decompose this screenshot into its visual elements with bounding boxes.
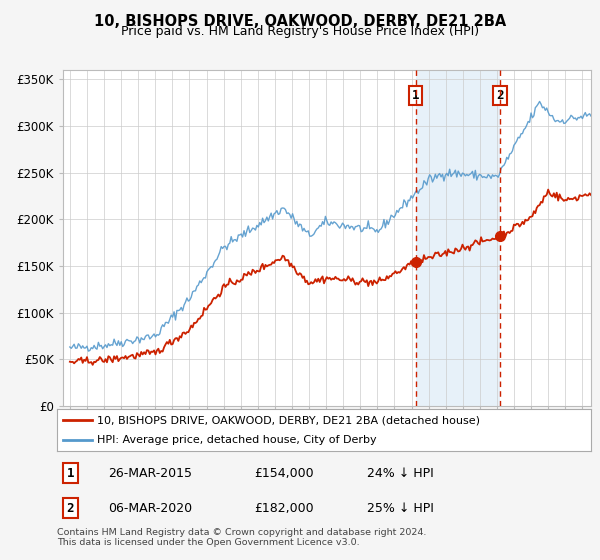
Text: Contains HM Land Registry data © Crown copyright and database right 2024.
This d: Contains HM Land Registry data © Crown c… <box>57 528 427 547</box>
Text: 26-MAR-2015: 26-MAR-2015 <box>108 466 192 480</box>
Text: HPI: Average price, detached house, City of Derby: HPI: Average price, detached house, City… <box>97 435 377 445</box>
Text: 06-MAR-2020: 06-MAR-2020 <box>108 502 192 515</box>
Text: 25% ↓ HPI: 25% ↓ HPI <box>367 502 434 515</box>
Text: 1: 1 <box>67 466 74 480</box>
Text: 2: 2 <box>496 88 504 102</box>
Bar <box>416 70 500 406</box>
Text: 2: 2 <box>67 502 74 515</box>
Text: 10, BISHOPS DRIVE, OAKWOOD, DERBY, DE21 2BA: 10, BISHOPS DRIVE, OAKWOOD, DERBY, DE21 … <box>94 14 506 29</box>
Text: 10, BISHOPS DRIVE, OAKWOOD, DERBY, DE21 2BA (detached house): 10, BISHOPS DRIVE, OAKWOOD, DERBY, DE21 … <box>97 415 480 425</box>
Text: £154,000: £154,000 <box>254 466 314 480</box>
Text: 24% ↓ HPI: 24% ↓ HPI <box>367 466 433 480</box>
Text: £182,000: £182,000 <box>254 502 314 515</box>
Text: 1: 1 <box>412 88 419 102</box>
Text: Price paid vs. HM Land Registry's House Price Index (HPI): Price paid vs. HM Land Registry's House … <box>121 25 479 38</box>
